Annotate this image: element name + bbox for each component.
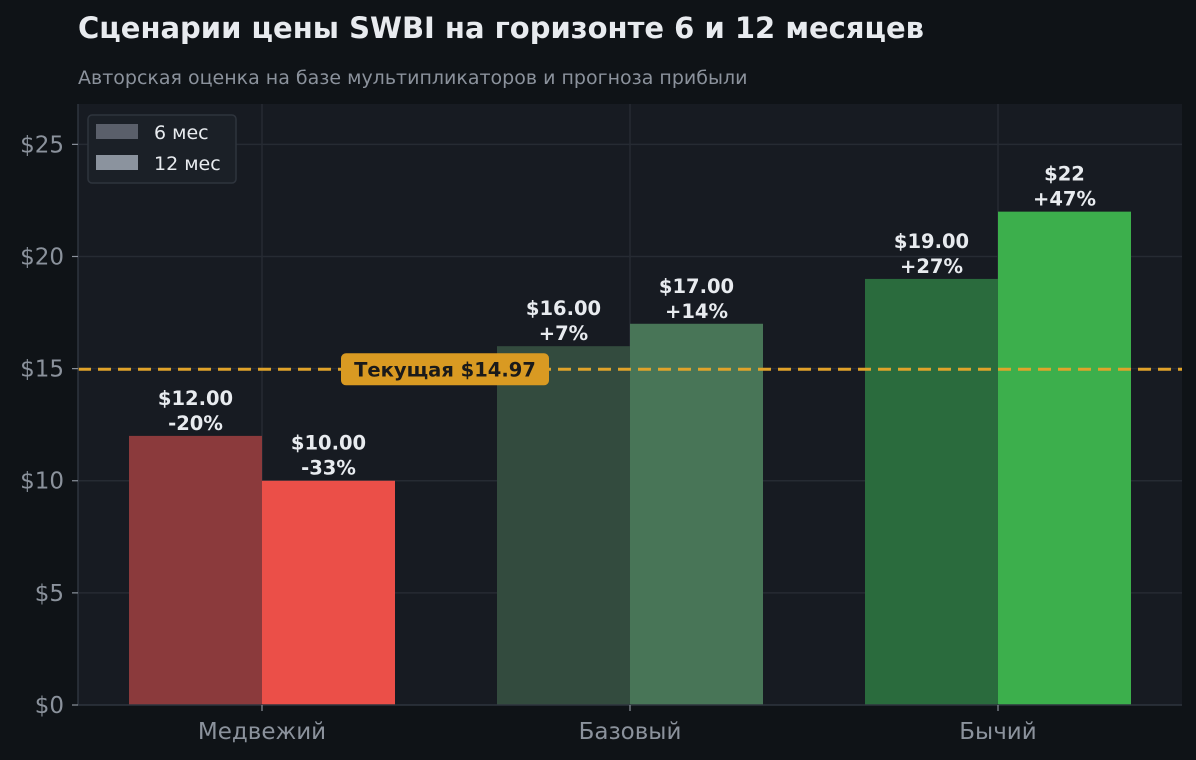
x-tick-label: Медвежий <box>198 719 326 745</box>
bar-change-label: +14% <box>665 300 728 323</box>
chart-subtitle: Авторская оценка на базе мультипликаторо… <box>78 67 747 89</box>
bar-value-label: $22 <box>1044 163 1085 186</box>
bar-value-label: $17.00 <box>659 275 734 298</box>
axes: $0 $5 $10 $15 $20 $25 Медвежий Базовый Бычий <box>20 104 1182 745</box>
legend: 6 мес 12 мес <box>87 114 237 184</box>
bar-change-label: +7% <box>539 322 588 345</box>
chart-title: Сценарии цены SWBI на горизонте 6 и 12 м… <box>78 11 924 45</box>
y-tick-label: $5 <box>35 581 64 607</box>
x-tick-label: Базовый <box>579 719 682 745</box>
x-tick-label: Бычий <box>959 719 1036 745</box>
legend-label-6m: 6 мес <box>154 122 209 144</box>
bar-value-label: $12.00 <box>158 387 233 410</box>
bar-change-label: -20% <box>168 412 223 435</box>
bar-6m-0 <box>129 435 262 705</box>
bar-6m-1 <box>497 346 630 705</box>
current-price-box <box>341 353 549 386</box>
bar-change-label: -33% <box>301 457 356 480</box>
bar-12m-1 <box>630 323 763 705</box>
y-tick-label: $10 <box>20 469 64 495</box>
bar-12m-0 <box>262 480 395 705</box>
current-price-label: Текущая $14.97 <box>354 358 536 381</box>
current-price-line-group: Текущая $14.97 <box>78 353 1182 386</box>
bar-value-label: $19.00 <box>894 230 969 253</box>
y-tick-label: $0 <box>35 693 64 719</box>
bar-value-label: $16.00 <box>526 297 601 320</box>
y-tick-label: $25 <box>20 132 64 158</box>
legend-swatch-6m <box>96 124 138 139</box>
bars <box>129 211 1131 705</box>
bar-12m-2 <box>998 211 1131 705</box>
bar-labels: $12.00-20% $10.00-33% $16.00+7% $17.00+14% $… <box>158 163 1096 480</box>
legend-label-12m: 12 мес <box>154 153 221 175</box>
bar-value-label: $10.00 <box>291 432 366 455</box>
y-tick-label: $15 <box>20 357 64 383</box>
legend-swatch-12m <box>96 155 138 170</box>
y-tick-label: $20 <box>20 244 64 270</box>
bar-change-label: +27% <box>900 255 963 278</box>
bar-change-label: +47% <box>1033 188 1096 211</box>
bar-6m-2 <box>865 278 998 705</box>
